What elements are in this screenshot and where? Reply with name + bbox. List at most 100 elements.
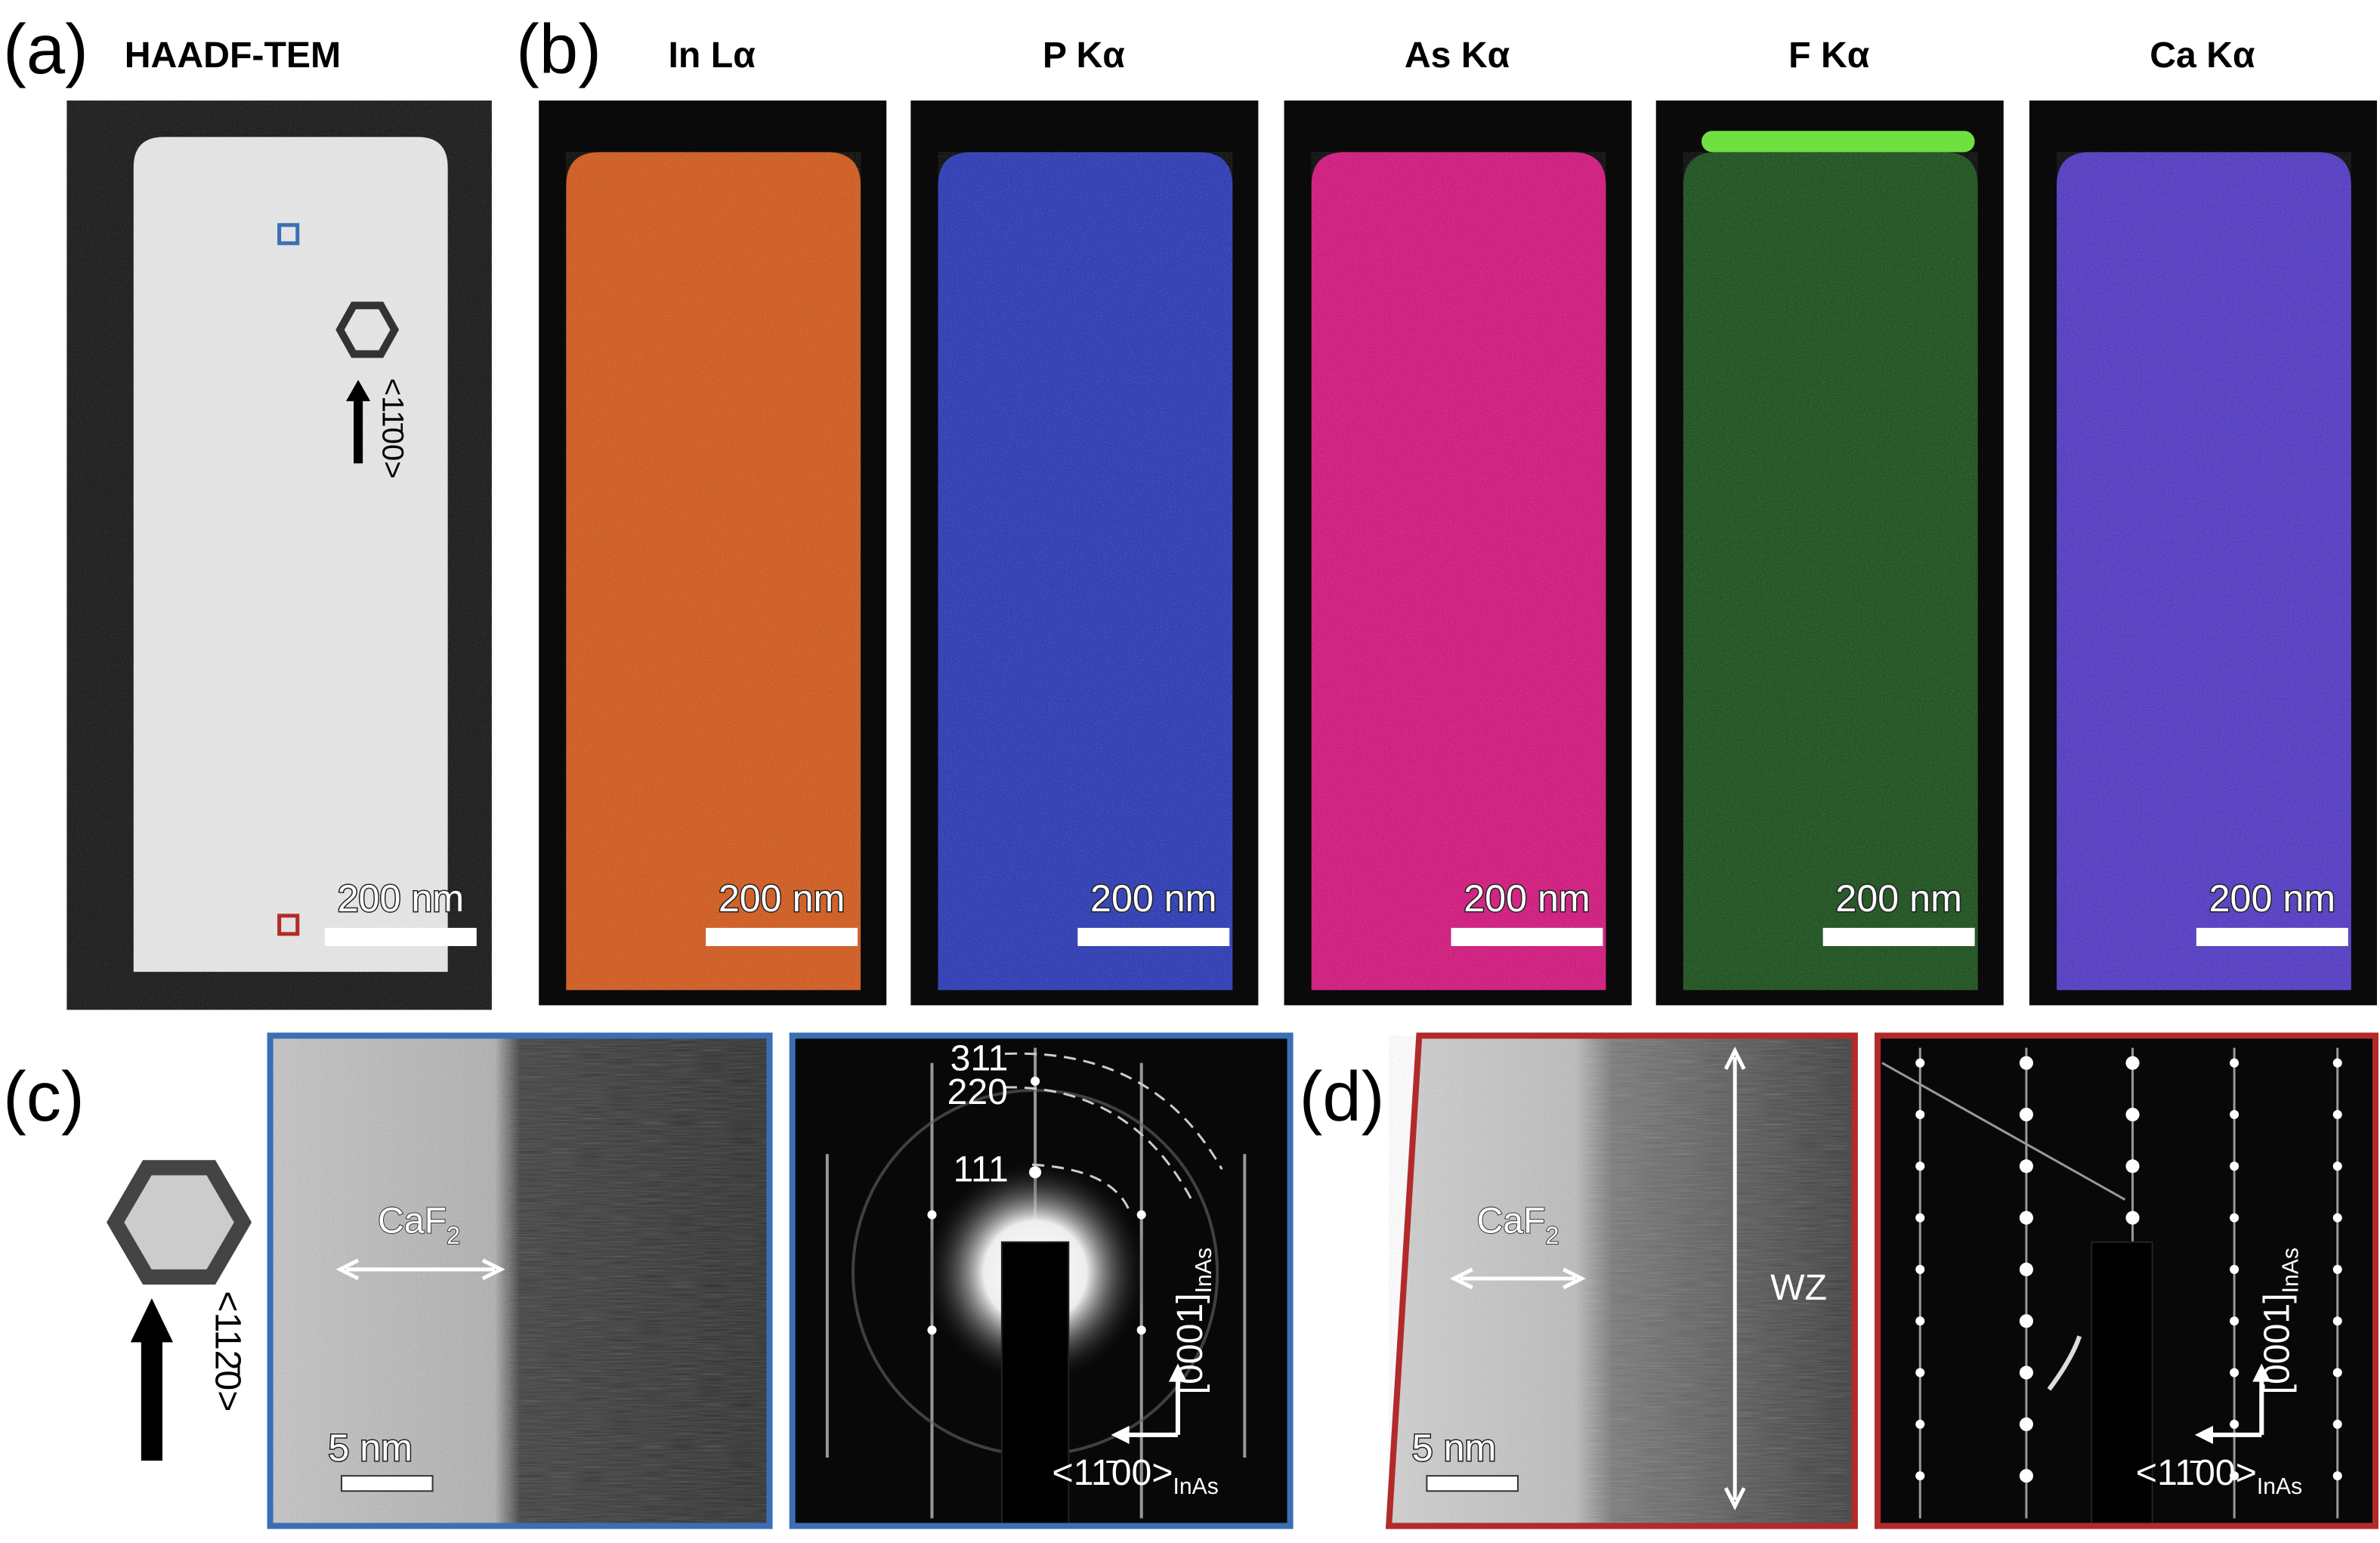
map-noise bbox=[566, 152, 861, 991]
map-noise bbox=[1311, 152, 1606, 991]
label-subscript: InAs bbox=[2279, 1248, 2304, 1293]
spot bbox=[2332, 1058, 2342, 1068]
frame bbox=[789, 1032, 1294, 1529]
panel-label: (d) bbox=[1300, 1057, 1385, 1136]
map-title: In Lα bbox=[669, 35, 756, 76]
spot bbox=[1136, 1325, 1146, 1335]
frame bbox=[1875, 1032, 2378, 1529]
map-title: Ca Kα bbox=[2150, 35, 2255, 76]
spot bbox=[2230, 1419, 2239, 1429]
beam-stop bbox=[1000, 1241, 1070, 1527]
spot bbox=[2019, 1056, 2033, 1070]
axis-arrow-heads bbox=[2194, 1363, 2271, 1444]
label-subscript: 2 bbox=[1546, 1222, 1559, 1249]
ring-label: 220 bbox=[947, 1071, 1008, 1112]
scale-bar bbox=[1426, 1475, 1519, 1492]
label-main: <11̄00> bbox=[2136, 1452, 2257, 1493]
frame bbox=[267, 1032, 773, 1529]
panel-label: (a) bbox=[3, 10, 88, 88]
map-title: As Kα bbox=[1405, 35, 1510, 76]
axis-arrows bbox=[2203, 1374, 2264, 1437]
ring-guide bbox=[1004, 1086, 1193, 1201]
scale-bar-label: 200 nm bbox=[1090, 877, 1217, 920]
scale-bar-label: 200 nm bbox=[1464, 877, 1590, 920]
spot bbox=[2019, 1211, 2033, 1225]
spot bbox=[927, 1325, 937, 1335]
streak bbox=[1881, 1062, 2126, 1201]
scale-bar-label: 5 nm bbox=[328, 1427, 413, 1469]
spot bbox=[2125, 1107, 2140, 1122]
scale-bar bbox=[1077, 927, 1230, 947]
panel-label: (b) bbox=[516, 10, 601, 88]
label-main: [0001] bbox=[1170, 1293, 1210, 1394]
spot bbox=[2332, 1419, 2342, 1429]
spot bbox=[2332, 1316, 2342, 1326]
hexagon-icon bbox=[335, 301, 400, 358]
ring-labels: 311 220 111 bbox=[947, 1038, 1009, 1190]
label-main: CaF bbox=[378, 1201, 447, 1242]
spot bbox=[2019, 1365, 2033, 1380]
map-noise bbox=[1683, 152, 1978, 991]
axis-arrows bbox=[1120, 1374, 1180, 1437]
scale-bar bbox=[1822, 927, 1975, 947]
spot bbox=[2332, 1368, 2342, 1378]
diffraction-spots bbox=[927, 1076, 1146, 1335]
scale-bar-label: 200 nm bbox=[338, 877, 465, 920]
spot bbox=[1029, 1166, 1042, 1179]
arrow-heads bbox=[335, 1258, 505, 1281]
spot bbox=[2230, 1368, 2239, 1378]
spot bbox=[1915, 1213, 1925, 1223]
label-subscript: 2 bbox=[447, 1222, 460, 1249]
spot bbox=[2332, 1161, 2342, 1171]
map-title: F Kα bbox=[1788, 35, 1870, 76]
region-marker bbox=[277, 914, 300, 936]
spot bbox=[1915, 1264, 1925, 1274]
spot bbox=[2332, 1213, 2342, 1223]
spot bbox=[2332, 1109, 2342, 1120]
spot bbox=[2230, 1058, 2239, 1068]
scale-bar bbox=[341, 1475, 434, 1492]
spot bbox=[2019, 1262, 2033, 1276]
spot bbox=[2125, 1159, 2140, 1173]
spot bbox=[1915, 1419, 1925, 1429]
spot bbox=[2019, 1469, 2033, 1483]
scale-bar bbox=[706, 927, 858, 947]
scale-bar-label: 200 nm bbox=[1835, 877, 1962, 920]
scale-bar-label: 200 nm bbox=[2209, 877, 2336, 920]
spot bbox=[1915, 1161, 1925, 1171]
beam-stop bbox=[2091, 1241, 2153, 1527]
spot bbox=[2230, 1316, 2239, 1326]
hexagon-icon bbox=[107, 1160, 252, 1285]
arrow-head bbox=[346, 379, 371, 401]
spot bbox=[2019, 1159, 2033, 1173]
spot bbox=[2230, 1161, 2239, 1171]
arrow-heads bbox=[1449, 1267, 1586, 1290]
lattice-fringes bbox=[1586, 1035, 1855, 1526]
spot bbox=[2019, 1417, 2033, 1431]
spot bbox=[1915, 1109, 1925, 1120]
axis-arrow-heads bbox=[1111, 1363, 1187, 1444]
label-main: <11̄00> bbox=[1052, 1452, 1173, 1493]
spot bbox=[1915, 1316, 1925, 1326]
spot bbox=[1915, 1058, 1925, 1068]
spot bbox=[2019, 1314, 2033, 1328]
arrow-head bbox=[130, 1298, 174, 1343]
spot bbox=[1031, 1076, 1040, 1086]
scale-bar bbox=[1451, 927, 1603, 947]
scale-bar bbox=[324, 927, 477, 947]
scale-bar-label: 200 nm bbox=[719, 877, 845, 920]
spot bbox=[2230, 1109, 2239, 1120]
phase-label: WZ bbox=[1770, 1267, 1827, 1308]
spot bbox=[1915, 1368, 1925, 1378]
axis-label: <11̄00>InAs bbox=[1052, 1452, 1219, 1499]
region-marker bbox=[277, 223, 300, 246]
spot bbox=[927, 1210, 937, 1220]
map-title: P Kα bbox=[1043, 35, 1125, 76]
panel-label: (c) bbox=[3, 1057, 85, 1136]
lattice-fringes bbox=[508, 1035, 770, 1526]
spot bbox=[1915, 1471, 1925, 1481]
direction-label: <112̄0> bbox=[207, 1291, 248, 1412]
surface-layer bbox=[1702, 131, 1975, 153]
